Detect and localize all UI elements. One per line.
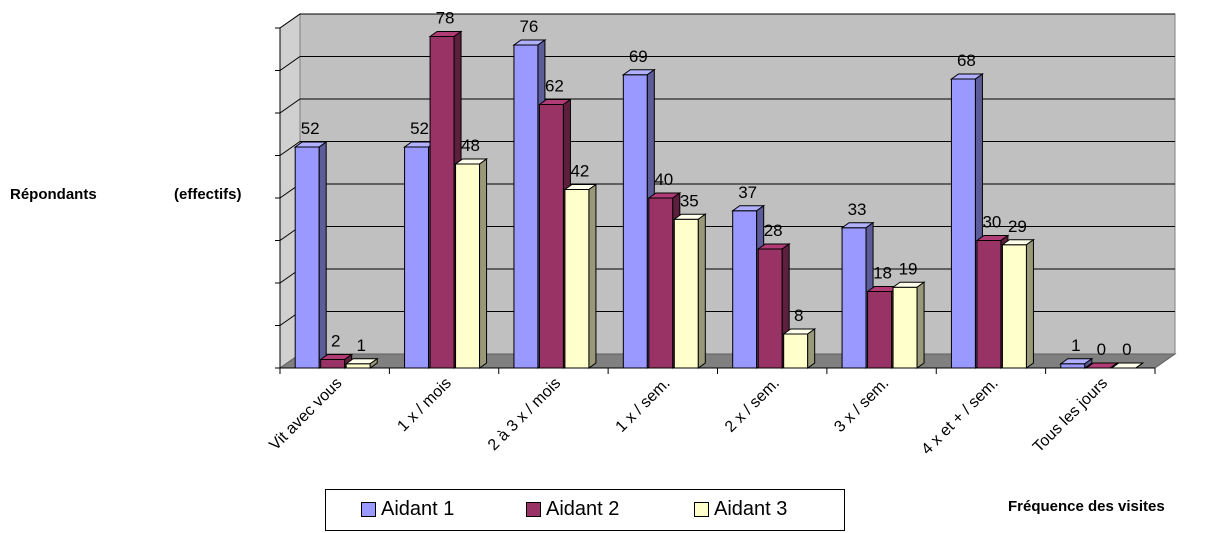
data-label-aidant-2-vit-avec-vous: 2 (331, 332, 340, 351)
bar-aidant-3-2-x-sem-side (807, 328, 816, 369)
legend: Aidant 1 Aidant 2 Aidant 3 (325, 489, 845, 531)
x-tick-label-vit-avec-vous: Vit avec vous (266, 375, 345, 454)
data-label-aidant-3-vit-avec-vous: 1 (356, 336, 365, 355)
x-tick-label-3-x-sem: 3 x / sem. (831, 375, 892, 436)
data-label-aidant-3-2-a-3-x-mois: 42 (570, 162, 589, 181)
legend-swatch-aidant-1 (361, 502, 376, 517)
legend-label-aidant-2: Aidant 2 (546, 498, 620, 520)
gridline (279, 98, 1175, 114)
data-label-aidant-1-tous-les-jours: 1 (1071, 336, 1080, 355)
data-label-aidant-1-3-x-sem: 33 (848, 200, 867, 219)
bar-aidant-1-tous-les-jours-side (1084, 357, 1093, 369)
data-label-aidant-3-3-x-sem: 19 (899, 259, 918, 278)
bar-aidant-2-2-x-sem (757, 248, 783, 369)
gridline (279, 56, 1175, 71)
data-label-aidant-2-2-a-3-x-mois: 62 (545, 77, 564, 96)
x-axis-label: Fréquence des visites (1008, 498, 1165, 515)
legend-swatch-aidant-3 (694, 502, 709, 517)
bar-aidant-3-1-x-mois (455, 163, 481, 369)
bar-aidant-3-vit-avec-vous-side (369, 357, 378, 369)
data-label-aidant-1-1-x-sem: 69 (629, 47, 648, 66)
y-axis-label-part1: Répondants (10, 186, 97, 203)
data-label-aidant-3-2-x-sem: 8 (794, 306, 803, 325)
legend-label-aidant-3: Aidant 3 (714, 498, 788, 520)
bar-aidant-2-vit-avec-vous (320, 359, 346, 369)
bar-aidant-1-3-x-sem (841, 227, 867, 369)
gridline (279, 141, 1175, 156)
bar-aidant-2-3-x-sem (867, 291, 893, 369)
gridline (279, 13, 1175, 29)
data-label-aidant-1-2-x-sem: 37 (738, 183, 757, 202)
bar-aidant-1-tous-les-jours (1060, 363, 1086, 369)
bar-aidant-3-4-x-et-sem-side (1025, 238, 1034, 369)
bar-aidant-3-tous-les-jours-side (1135, 362, 1144, 369)
bar-aidant-1-vit-avec-vous-side (318, 141, 327, 369)
x-tick-label-1-x-mois: 1 x / mois (394, 375, 454, 435)
legend-item-aidant-2: Aidant 2 (526, 498, 619, 521)
bar-aidant-2-1-x-mois (429, 36, 455, 369)
bar-aidant-1-2-a-3-x-mois (513, 44, 539, 369)
bar-aidant-3-1-x-sem-side (697, 213, 706, 369)
bar-aidant-1-1-x-sem (622, 74, 648, 369)
data-label-aidant-2-4-x-et-sem: 30 (982, 213, 1001, 232)
bar-aidant-2-tous-les-jours-side (1110, 362, 1118, 369)
data-label-aidant-3-1-x-sem: 35 (680, 191, 699, 210)
y-axis-label-part2: (effectifs) (174, 186, 242, 203)
legend-item-aidant-1: Aidant 1 (361, 498, 454, 521)
data-label-aidant-2-3-x-sem: 18 (873, 264, 892, 283)
bar-aidant-3-2-a-3-x-mois-side (588, 183, 597, 369)
data-label-aidant-3-4-x-et-sem: 29 (1008, 217, 1027, 236)
data-label-aidant-2-1-x-mois: 78 (436, 9, 455, 28)
legend-label-aidant-1: Aidant 1 (381, 498, 455, 520)
legend-item-aidant-3: Aidant 3 (694, 498, 787, 521)
bar-aidant-2-1-x-sem (648, 197, 674, 369)
data-label-aidant-2-1-x-sem: 40 (654, 170, 673, 189)
bar-aidant-3-3-x-sem-side (916, 281, 925, 369)
data-label-aidant-1-4-x-et-sem: 68 (957, 51, 976, 70)
bar-aidant-3-2-x-sem (783, 333, 809, 369)
bar-aidant-3-1-x-sem (673, 218, 699, 369)
legend-swatch-aidant-2 (526, 502, 541, 517)
bar-aidant-1-2-x-sem (732, 210, 758, 369)
x-tick-label-2-x-sem: 2 x / sem. (722, 375, 783, 436)
bar-aidant-3-1-x-mois-side (479, 158, 488, 369)
bar-aidant-1-1-x-mois (404, 146, 430, 369)
x-tick-label-1-x-sem: 1 x / sem. (613, 375, 674, 436)
data-label-aidant-1-vit-avec-vous: 52 (301, 119, 320, 138)
data-label-aidant-1-1-x-mois: 52 (410, 119, 429, 138)
data-label-aidant-3-tous-les-jours: 0 (1122, 340, 1131, 359)
bar-aidant-1-4-x-et-sem (950, 78, 976, 369)
bar-aidant-3-vit-avec-vous (345, 363, 371, 369)
data-label-aidant-2-2-x-sem: 28 (764, 221, 783, 240)
bar-aidant-2-2-a-3-x-mois (538, 104, 564, 369)
bar-aidant-3-4-x-et-sem (1001, 244, 1027, 369)
x-tick-label-2-a-3-x-mois: 2 à 3 x / mois (485, 375, 564, 454)
bar-aidant-3-3-x-sem (892, 286, 918, 369)
x-tick-label-4-x-et-sem: 4 x et + / sem. (918, 375, 1001, 458)
x-tick-label-tous-les-jours: Tous les jours (1030, 375, 1111, 456)
bar-aidant-3-2-a-3-x-mois (564, 189, 590, 369)
data-label-aidant-2-tous-les-jours: 0 (1097, 340, 1106, 359)
bar-aidant-2-4-x-et-sem (976, 240, 1002, 369)
bar-aidant-1-vit-avec-vous (294, 146, 320, 369)
data-label-aidant-1-2-a-3-x-mois: 76 (519, 17, 538, 36)
data-label-aidant-3-1-x-mois: 48 (461, 136, 480, 155)
